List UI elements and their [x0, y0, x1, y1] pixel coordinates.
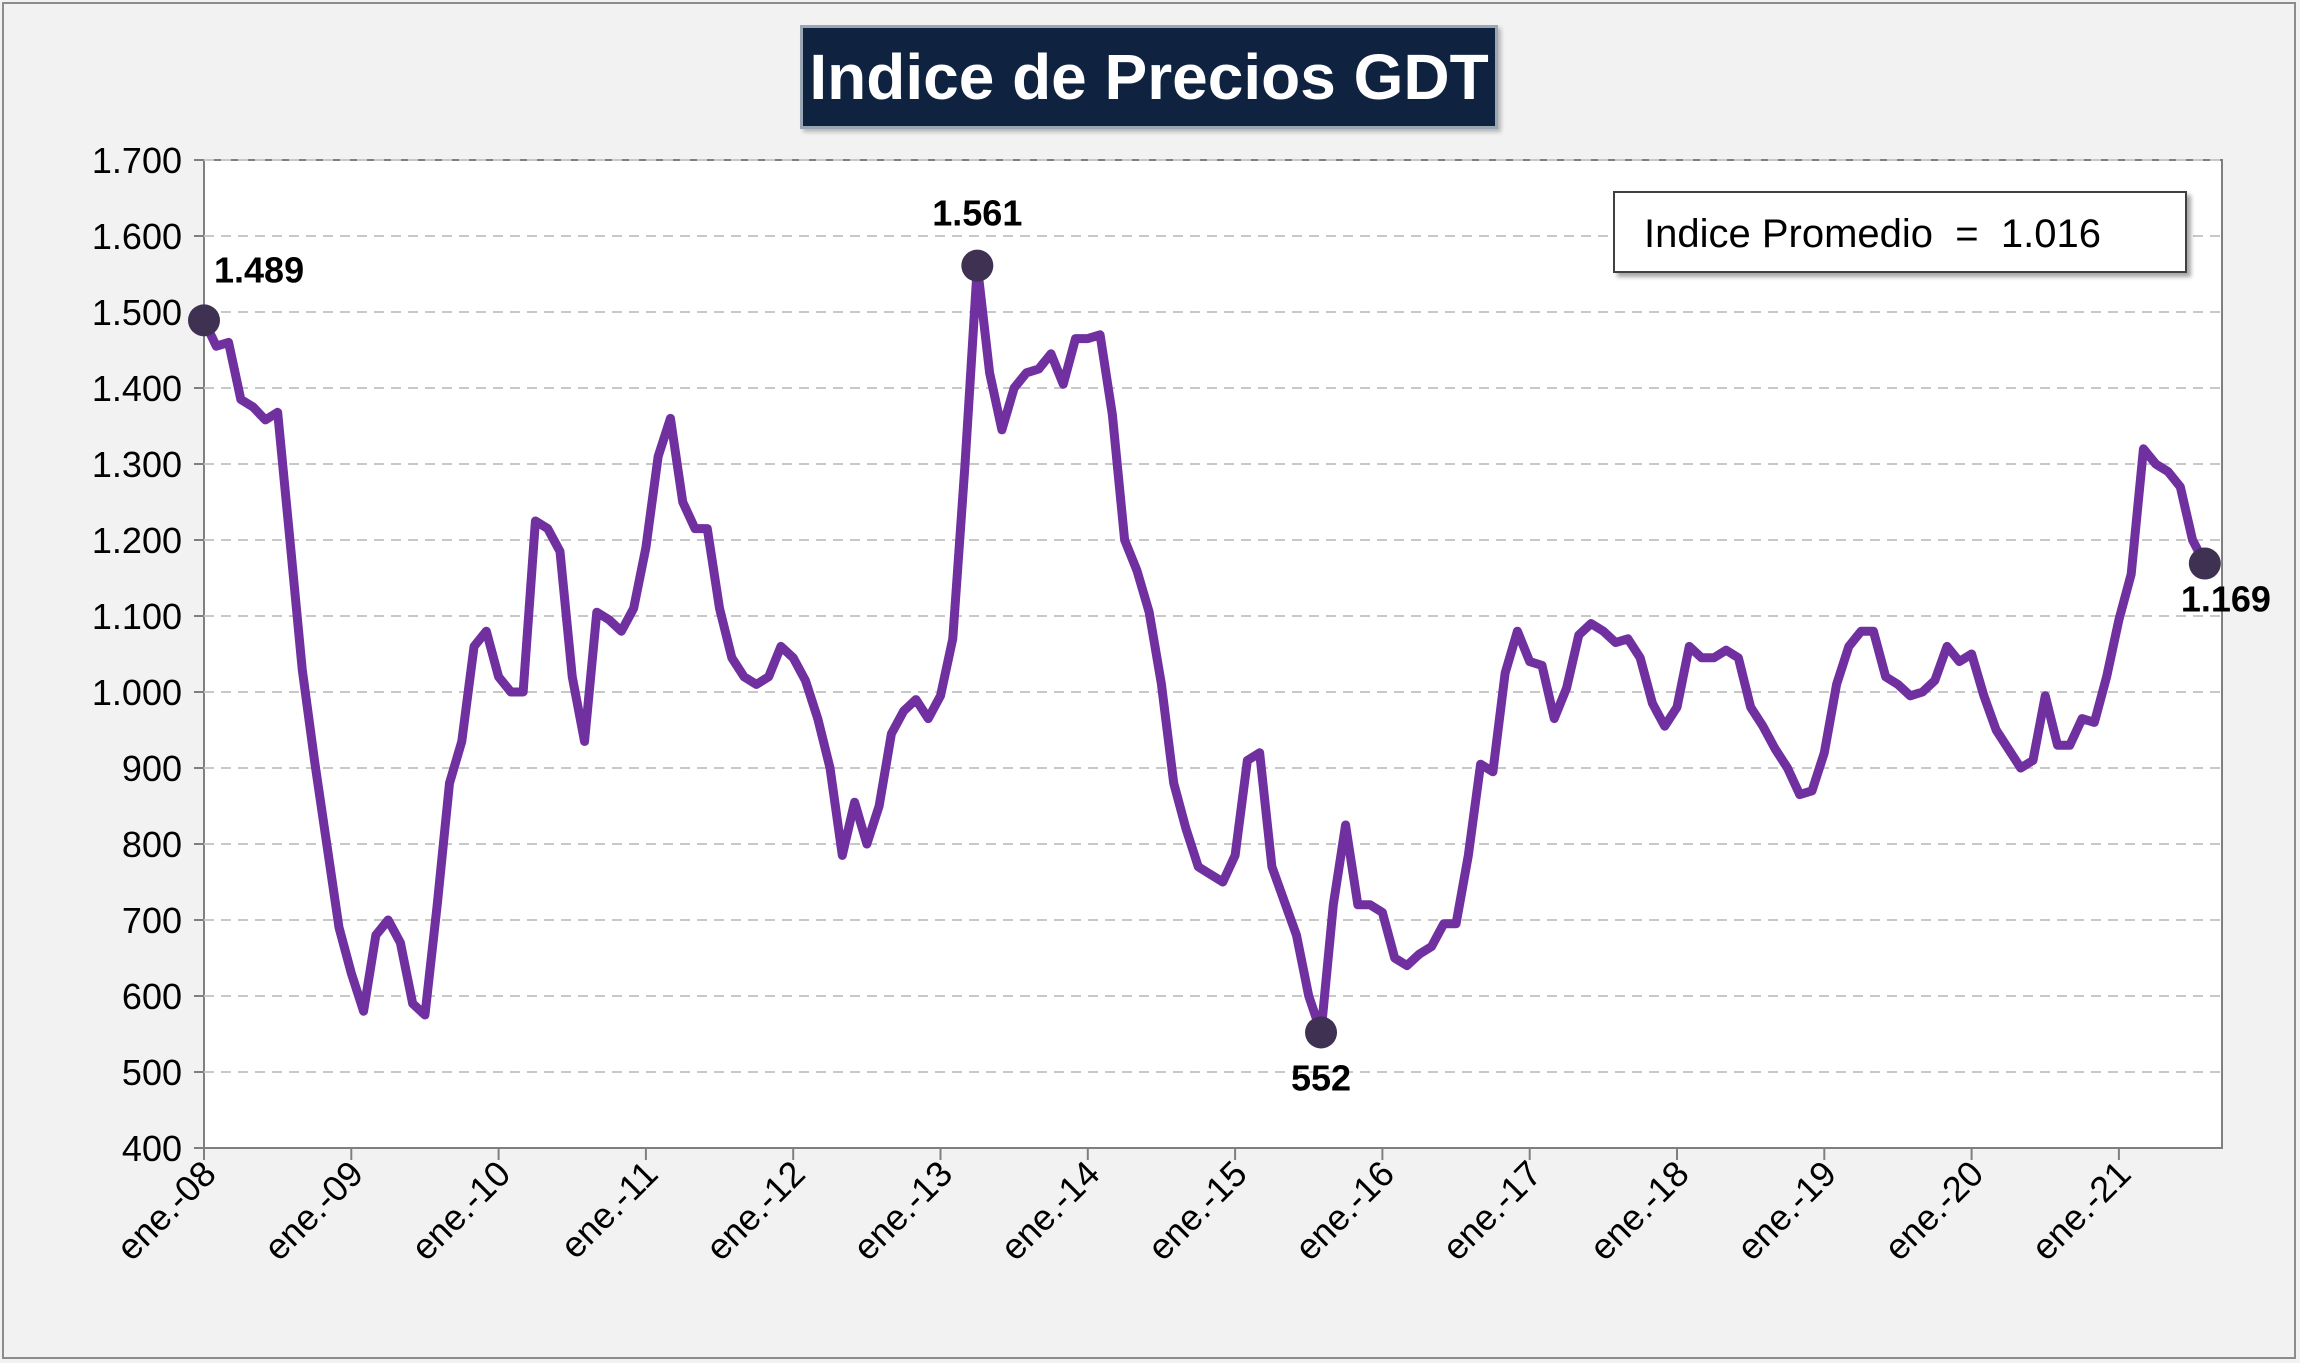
data-label: 552 — [1291, 1057, 1351, 1098]
x-tick-label: ene.-12 — [698, 1153, 813, 1268]
x-axis: ene.-08 ene.-09 ene.-10 ene.-11 ene.-12 ene.-… — [108, 1148, 2139, 1268]
y-tick-label: 600 — [122, 976, 182, 1017]
gridlines — [204, 159, 2222, 1073]
y-tick-label: 1.700 — [92, 140, 182, 181]
x-tick-label: ene.-09 — [256, 1153, 371, 1268]
x-tick-label: ene.-21 — [2023, 1153, 2138, 1268]
x-tick-label: ene.-10 — [403, 1153, 518, 1268]
x-tick-label: ene.-19 — [1729, 1153, 1844, 1268]
y-tick-label: 500 — [122, 1052, 182, 1093]
x-tick-label: ene.-16 — [1287, 1153, 1402, 1268]
y-tick-label: 1.200 — [92, 520, 182, 561]
data-label: 1.561 — [932, 193, 1022, 234]
y-tick-label: 1.500 — [92, 292, 182, 333]
y-axis: 400 500 600 700 800 900 1.000 1.100 1.200 1.300 1.… — [92, 140, 204, 1169]
y-tick-label: 700 — [122, 900, 182, 941]
y-tick-label: 1.100 — [92, 596, 182, 637]
data-label: 1.489 — [214, 249, 304, 290]
legend-box — [1613, 191, 2187, 273]
annotation-markers: 1.489 1.561 552 1.169 — [188, 193, 2271, 1098]
data-point-marker — [188, 304, 220, 337]
series-line — [199, 261, 2210, 1037]
y-tick-label: 1.400 — [92, 368, 182, 409]
x-tick-label: ene.-13 — [845, 1153, 960, 1268]
y-tick-label: 400 — [122, 1128, 182, 1169]
y-tick-label: 900 — [122, 748, 182, 789]
data-point-marker — [2188, 547, 2221, 580]
chart-title: Indice de Precios GDT — [800, 25, 1498, 129]
x-tick-label: ene.-17 — [1434, 1153, 1549, 1268]
data-point-marker — [961, 249, 994, 282]
legend-text: Indice Promedio = 1.016 — [1644, 212, 2101, 256]
x-tick-label: ene.-14 — [992, 1153, 1107, 1268]
y-tick-label: 1.000 — [92, 672, 182, 713]
y-tick-label: 1.600 — [92, 216, 182, 257]
data-point-marker — [1305, 1016, 1338, 1049]
x-tick-label: ene.-18 — [1581, 1153, 1696, 1268]
x-tick-label: ene.-20 — [1876, 1153, 1991, 1268]
plot-area — [203, 159, 2223, 1149]
x-tick-label: ene.-15 — [1139, 1153, 1254, 1268]
x-tick-label: ene.-11 — [552, 1153, 665, 1266]
y-tick-label: 1.300 — [92, 444, 182, 485]
data-label: 1.169 — [2181, 579, 2271, 620]
x-tick-label: ene.-08 — [108, 1153, 223, 1268]
y-tick-label: 800 — [122, 824, 182, 865]
series-line-group — [199, 261, 2210, 1037]
